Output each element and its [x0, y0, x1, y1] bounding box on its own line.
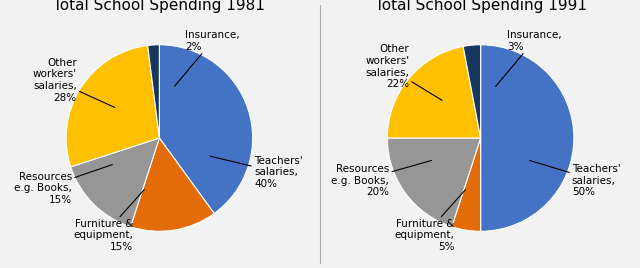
Text: Teachers'
salaries,
40%: Teachers' salaries, 40% — [211, 156, 303, 189]
Wedge shape — [452, 138, 481, 231]
Text: Furniture &
equipment,
5%: Furniture & equipment, 5% — [395, 190, 465, 252]
Wedge shape — [387, 46, 481, 138]
Text: Other
workers'
salaries,
22%: Other workers' salaries, 22% — [365, 44, 442, 100]
Text: Resources
e.g. Books,
20%: Resources e.g. Books, 20% — [332, 161, 431, 197]
Wedge shape — [70, 138, 159, 227]
Wedge shape — [481, 45, 574, 231]
Wedge shape — [66, 46, 159, 167]
Wedge shape — [159, 45, 253, 214]
Wedge shape — [148, 45, 159, 138]
Text: Resources
e.g. Books,
15%: Resources e.g. Books, 15% — [14, 165, 113, 205]
Text: Other
workers'
salaries,
28%: Other workers' salaries, 28% — [33, 58, 115, 107]
Text: Teachers'
salaries,
50%: Teachers' salaries, 50% — [530, 161, 621, 197]
Wedge shape — [131, 138, 214, 231]
Wedge shape — [463, 45, 481, 138]
Text: Insurance,
3%: Insurance, 3% — [496, 30, 561, 86]
Text: Insurance,
2%: Insurance, 2% — [175, 30, 240, 86]
Wedge shape — [387, 138, 481, 227]
Title: Total School Spending 1991: Total School Spending 1991 — [374, 0, 587, 13]
Title: Total School Spending 1981: Total School Spending 1981 — [53, 0, 266, 13]
Text: Furniture &
equipment,
15%: Furniture & equipment, 15% — [74, 190, 144, 252]
